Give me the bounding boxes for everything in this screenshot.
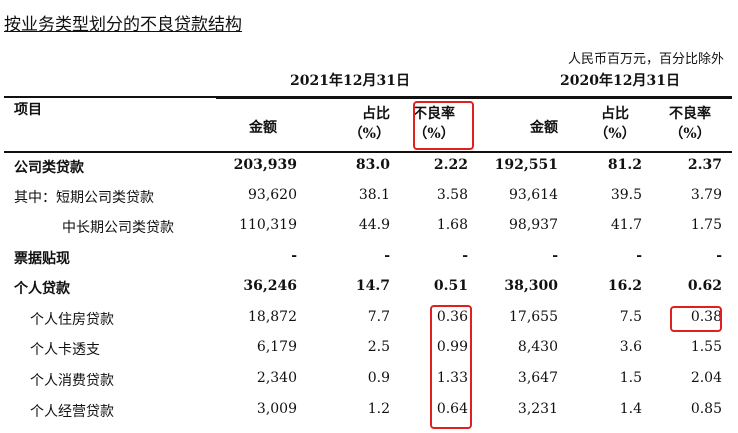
table-row: 其中：短期公司类贷款 93,620 38.1 3.58 93,614 39.5 3.79 (0, 182, 738, 212)
cell-value: 7.7 (367, 309, 390, 325)
period-2020: 2020年12月31日 (560, 73, 680, 89)
table-row: 个人卡透支 6,179 2.5 0.99 8,430 3.6 1.55 (0, 334, 738, 364)
header-share-2020: 占比 （%） (594, 106, 636, 142)
cell-value: 1.75 (690, 217, 722, 233)
row-label: 个人卡透支 (30, 342, 100, 358)
cell-value: 17,655 (509, 309, 558, 325)
row-label: 个人贷款 (14, 281, 70, 297)
cell-value: 93,614 (509, 187, 558, 203)
row-label: 中长期公司类贷款 (62, 220, 174, 236)
cell-value: 203,939 (233, 157, 297, 173)
cell-value: 2.5 (367, 339, 390, 355)
highlight-box-header (413, 101, 474, 150)
cell-value: 8,430 (517, 339, 558, 355)
header-npl-2021: 不良率 （%） (413, 106, 455, 142)
row-label: 个人消费贷款 (30, 373, 114, 389)
cell-value: 192,551 (494, 157, 558, 173)
header-amount-2020: 金额 (530, 120, 558, 136)
table-row: 个人消费贷款 2,340 0.9 1.33 3,647 1.5 2.04 (0, 365, 738, 395)
header-npl-2020: 不良率 （%） (669, 106, 711, 142)
cell-value: 18,872 (248, 309, 297, 325)
table-title: 按业务类型划分的不良贷款结构 (4, 15, 242, 35)
cell-value: 39.5 (610, 187, 642, 203)
cell-value: 41.7 (610, 217, 642, 233)
cell-value: 1.5 (619, 370, 642, 386)
cell-value: - (552, 248, 558, 264)
cell-value: 16.2 (607, 278, 642, 294)
table-row: 个人贷款 36,246 14.7 0.51 38,300 16.2 0.62 (0, 273, 738, 303)
cell-value: 36,246 (243, 278, 297, 294)
cell-value: 7.5 (619, 309, 642, 325)
row-label: 票据贴现 (14, 251, 70, 267)
header-amount-2021: 金额 (249, 120, 277, 136)
cell-value: 3,009 (256, 401, 297, 417)
period-2021: 2021年12月31日 (290, 73, 410, 89)
table-row: 票据贴现 - - - - - - (0, 243, 738, 273)
table-row: 个人经营贷款 3,009 1.2 0.64 3,231 1.4 0.85 (0, 396, 738, 426)
cell-value: 14.7 (355, 278, 390, 294)
cell-value: 3.79 (690, 187, 722, 203)
cell-value: 6,179 (256, 339, 297, 355)
cell-value: 38.1 (358, 187, 390, 203)
highlight-box-cell (670, 306, 722, 332)
header-rule (4, 151, 732, 153)
top-rule (4, 96, 732, 98)
cell-value: 38,300 (504, 278, 558, 294)
table-row: 个人住房贷款 18,872 7.7 0.36 17,655 7.5 0.38 (0, 304, 738, 334)
header-item: 项目 (14, 102, 42, 118)
cell-value: 0.85 (690, 401, 722, 417)
cell-value: 0.38 (690, 309, 722, 325)
cell-value: 3,231 (517, 401, 558, 417)
cell-value: 1.2 (367, 401, 390, 417)
row-label: 个人住房贷款 (30, 312, 114, 328)
cell-value: 81.2 (607, 157, 642, 173)
cell-value: 1.33 (436, 370, 468, 386)
cell-value: 110,319 (239, 217, 297, 233)
cell-value: 83.0 (355, 157, 390, 173)
row-label: 公司类贷款 (14, 160, 84, 176)
cell-value: 2.22 (433, 157, 468, 173)
cell-value: 44.9 (358, 217, 390, 233)
cell-value: 1.55 (690, 339, 722, 355)
unit-note: 人民币百万元，百分比除外 (567, 52, 724, 67)
row-label: 个人经营贷款 (30, 404, 114, 420)
cell-value: 93,620 (248, 187, 297, 203)
row-label: 其中：短期公司类贷款 (14, 190, 154, 206)
cell-value: 1.4 (619, 401, 642, 417)
cell-value: - (462, 248, 468, 264)
table-row: 中长期公司类贷款 110,319 44.9 1.68 98,937 41.7 1.75 (0, 212, 738, 242)
cell-value: - (636, 248, 642, 264)
cell-value: 98,937 (509, 217, 558, 233)
cell-value: 2.37 (687, 157, 722, 173)
cell-value: 0.62 (687, 278, 722, 294)
cell-value: 2,340 (256, 370, 297, 386)
cell-value: - (384, 248, 390, 264)
cell-value: - (291, 248, 297, 264)
cell-value: - (716, 248, 722, 264)
table-row: 公司类贷款 203,939 83.0 2.22 192,551 81.2 2.37 (0, 152, 738, 182)
cell-value: 0.36 (436, 309, 468, 325)
cell-value: 3.58 (436, 187, 468, 203)
cell-value: 0.64 (436, 401, 468, 417)
cell-value: 0.51 (433, 278, 468, 294)
cell-value: 2.04 (690, 370, 722, 386)
cell-value: 1.68 (436, 217, 468, 233)
cell-value: 3.6 (619, 339, 642, 355)
cell-value: 3,647 (517, 370, 558, 386)
header-share-2021: 占比 （%） (348, 106, 390, 142)
highlight-box-column (430, 305, 472, 429)
cell-value: 0.99 (436, 339, 468, 355)
cell-value: 0.9 (367, 370, 390, 386)
period-rule (216, 98, 732, 99)
